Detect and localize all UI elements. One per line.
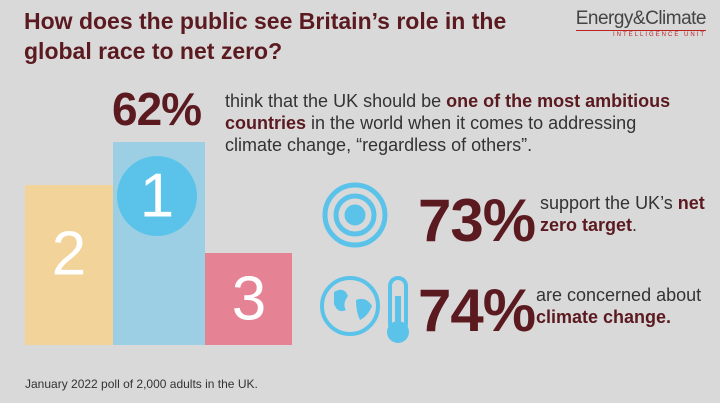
place-label: 3 — [232, 265, 266, 334]
stat-figure: 62% — [112, 83, 202, 135]
stat-text: think that the UK should be one of the m… — [225, 90, 695, 156]
title: How does the public see Britain’s role i… — [24, 8, 507, 64]
emphasis: net zero target — [540, 193, 705, 235]
logo-tagline: INTELLIGENCE UNIT — [575, 30, 706, 38]
footnote: January 2022 poll of 2,000 adults in the… — [25, 377, 258, 391]
stat-figure: 73% — [418, 187, 536, 254]
text: in the world when it comes to addressing… — [225, 113, 637, 155]
text: think that the UK should be — [225, 91, 447, 111]
first-badge — [117, 156, 197, 236]
stat-text: are concerned about climate change. — [536, 284, 716, 328]
podium-second — [25, 185, 113, 345]
emphasis: one of the most ambitious countries — [225, 91, 671, 133]
podium-third — [205, 253, 292, 345]
stat-text: support the UK’s net zero target. — [540, 192, 710, 236]
place-label: 1 — [140, 162, 174, 231]
place-label: 2 — [52, 220, 86, 289]
text: . — [632, 215, 638, 235]
stat-figure: 74% — [418, 277, 536, 344]
logo-name: Energy&Climate — [575, 8, 707, 29]
text: are concerned about — [536, 285, 702, 305]
logo: Energy&Climate INTELLIGENCE UNIT — [575, 8, 707, 38]
emphasis: climate change. — [536, 307, 672, 327]
text: support the UK’s — [540, 193, 678, 213]
target-icon — [322, 182, 388, 248]
globe-thermometer-icon — [320, 276, 409, 343]
